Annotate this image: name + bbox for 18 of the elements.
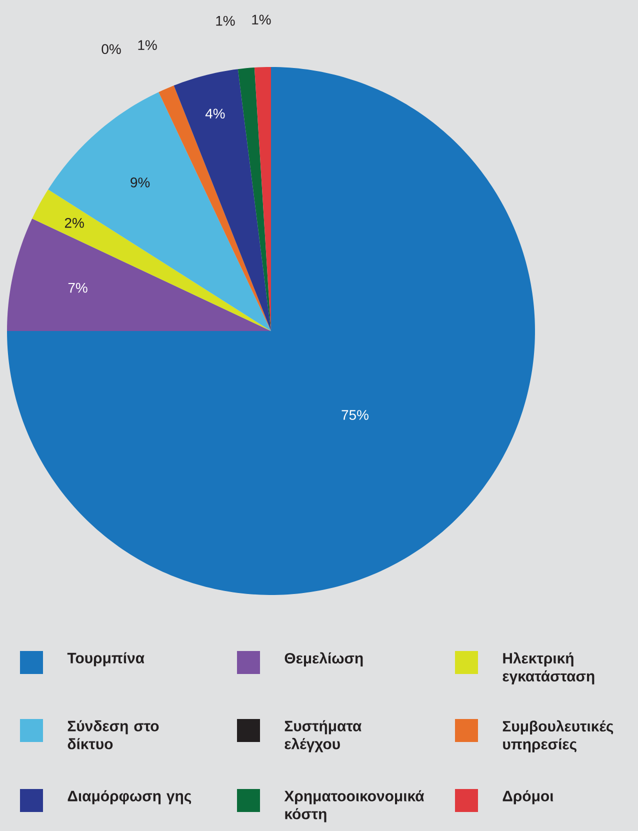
legend-label: Χρηματοοικονομικά κόστη	[284, 790, 424, 822]
legend-label: Συστήματα ελέγχου	[284, 720, 362, 752]
data-label: 7%	[68, 282, 88, 293]
legend-label: Ηλεκτρική εγκατάσταση	[502, 652, 594, 684]
legend-label: Δρόμοι	[502, 790, 554, 804]
data-label: 1%	[138, 40, 157, 50]
data-label: 1%	[216, 16, 235, 26]
data-label: 9%	[130, 178, 150, 188]
data-label: 4%	[205, 108, 225, 119]
legend-label: Διαμόρφωση γης	[68, 790, 192, 804]
data-label: 1%	[252, 14, 271, 25]
text: 0%	[102, 44, 121, 54]
data-label: 75%	[342, 410, 368, 420]
legend-label: Σύνδεση στο δίκτυο	[68, 720, 159, 750]
data-label: 2%	[64, 218, 84, 228]
legend-label: Συμβουλευτικές υπηρεσίες	[502, 720, 614, 752]
legend-label: Θεμελίωση	[284, 652, 363, 666]
legend-label: Τουρμπίνα	[67, 652, 144, 666]
